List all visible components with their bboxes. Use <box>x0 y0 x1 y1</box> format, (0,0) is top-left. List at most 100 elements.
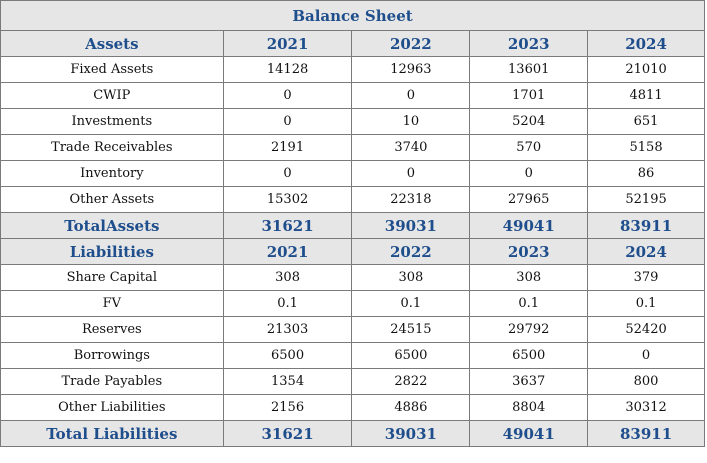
year-value-cell: 30312 <box>587 394 705 421</box>
table-row: Reserves 21303 24515 29792 52420 <box>0 316 705 343</box>
year-value-cell: 308 <box>222 264 353 291</box>
liabilities-header-row: Liabilities 2021 2022 2023 2024 <box>0 238 705 265</box>
year-value-cell: 3637 <box>469 368 589 395</box>
year-value-cell: 31621 <box>222 212 353 239</box>
year-value-cell: 3740 <box>351 134 471 161</box>
year-value-cell: 12963 <box>351 56 471 83</box>
table-row: Investments 0 10 5204 651 <box>0 108 705 135</box>
year-value-cell: 2822 <box>351 368 471 395</box>
row-label: FV <box>0 290 224 317</box>
year-value-cell: 27965 <box>469 186 589 213</box>
year-value-cell: 5158 <box>587 134 705 161</box>
year-value-cell: 8804 <box>469 394 589 421</box>
year-value-cell: 29792 <box>469 316 589 343</box>
year-value-cell: 2191 <box>222 134 353 161</box>
year-value-cell: 1701 <box>469 82 589 109</box>
year-value-cell: 0.1 <box>222 290 353 317</box>
row-label: Other Liabilities <box>0 394 224 421</box>
year-value-cell: 2021 <box>222 30 353 57</box>
year-value-cell: 379 <box>587 264 705 291</box>
year-value-cell: 5204 <box>469 108 589 135</box>
table-row: Inventory 0 0 0 86 <box>0 160 705 187</box>
row-label: Share Capital <box>0 264 224 291</box>
year-value-cell: 31621 <box>222 420 353 447</box>
year-value-cell: 2023 <box>469 30 589 57</box>
year-value-cell: 10 <box>351 108 471 135</box>
table-row: CWIP 0 0 1701 4811 <box>0 82 705 109</box>
year-value-cell: 0 <box>351 160 471 187</box>
year-value-cell: 2022 <box>351 30 471 57</box>
row-label: Fixed Assets <box>0 56 224 83</box>
year-value-cell: 52195 <box>587 186 705 213</box>
year-value-cell: 800 <box>587 368 705 395</box>
table-row: Other Liabilities 2156 4886 8804 30312 <box>0 394 705 421</box>
year-value-cell: 6500 <box>222 342 353 369</box>
year-value-cell: 2024 <box>587 238 705 265</box>
year-value-cell: 14128 <box>222 56 353 83</box>
table-row: Other Assets 15302 22318 27965 52195 <box>0 186 705 213</box>
row-label: Trade Receivables <box>0 134 224 161</box>
year-value-cell: 4886 <box>351 394 471 421</box>
table-row: Trade Receivables 2191 3740 570 5158 <box>0 134 705 161</box>
year-value-cell: 24515 <box>351 316 471 343</box>
year-value-cell: 52420 <box>587 316 705 343</box>
title-row: Balance Sheet <box>0 0 705 31</box>
year-value-cell: 2023 <box>469 238 589 265</box>
row-label: Liabilities <box>0 238 224 265</box>
table-row: Trade Payables 1354 2822 3637 800 <box>0 368 705 395</box>
year-value-cell: 22318 <box>351 186 471 213</box>
year-value-cell: 39031 <box>351 212 471 239</box>
year-value-cell: 6500 <box>351 342 471 369</box>
row-label: Investments <box>0 108 224 135</box>
row-label: Trade Payables <box>0 368 224 395</box>
row-label: CWIP <box>0 82 224 109</box>
balance-sheet-body: Balance Sheet Assets 2021 2022 2023 2024 Fixe… <box>0 0 705 447</box>
year-value-cell: 0.1 <box>351 290 471 317</box>
assets-total-row: TotalAssets 31621 39031 49041 83911 <box>0 212 705 239</box>
row-label: TotalAssets <box>0 212 224 239</box>
year-value-cell: 651 <box>587 108 705 135</box>
row-label: Assets <box>0 30 224 57</box>
year-value-cell: 49041 <box>469 420 589 447</box>
assets-header-row: Assets 2021 2022 2023 2024 <box>0 30 705 57</box>
table-title: Balance Sheet <box>0 0 705 31</box>
year-value-cell: 308 <box>469 264 589 291</box>
row-label: Inventory <box>0 160 224 187</box>
row-label: Total Liabilities <box>0 420 224 447</box>
year-value-cell: 308 <box>351 264 471 291</box>
year-value-cell: 0 <box>351 82 471 109</box>
year-value-cell: 21303 <box>222 316 353 343</box>
year-value-cell: 2022 <box>351 238 471 265</box>
table-row: Share Capital 308 308 308 379 <box>0 264 705 291</box>
year-value-cell: 0 <box>222 82 353 109</box>
year-value-cell: 2156 <box>222 394 353 421</box>
year-value-cell: 0.1 <box>469 290 589 317</box>
year-value-cell: 21010 <box>587 56 705 83</box>
table-row: FV 0.1 0.1 0.1 0.1 <box>0 290 705 317</box>
year-value-cell: 86 <box>587 160 705 187</box>
row-label: Reserves <box>0 316 224 343</box>
year-value-cell: 0 <box>222 108 353 135</box>
year-value-cell: 49041 <box>469 212 589 239</box>
year-value-cell: 4811 <box>587 82 705 109</box>
year-value-cell: 6500 <box>469 342 589 369</box>
balance-sheet-table: Balance Sheet Assets 2021 2022 2023 2024 Fixe… <box>0 0 705 447</box>
year-value-cell: 570 <box>469 134 589 161</box>
table-row: Borrowings 6500 6500 6500 0 <box>0 342 705 369</box>
year-value-cell: 83911 <box>587 212 705 239</box>
year-value-cell: 2024 <box>587 30 705 57</box>
year-value-cell: 39031 <box>351 420 471 447</box>
year-value-cell: 2021 <box>222 238 353 265</box>
year-value-cell: 15302 <box>222 186 353 213</box>
year-value-cell: 0 <box>587 342 705 369</box>
year-value-cell: 0 <box>222 160 353 187</box>
year-value-cell: 0 <box>469 160 589 187</box>
table-row: Fixed Assets 14128 12963 13601 21010 <box>0 56 705 83</box>
row-label: Borrowings <box>0 342 224 369</box>
year-value-cell: 13601 <box>469 56 589 83</box>
year-value-cell: 1354 <box>222 368 353 395</box>
liabilities-total-row: Total Liabilities 31621 39031 49041 83911 <box>0 420 705 447</box>
row-label: Other Assets <box>0 186 224 213</box>
year-value-cell: 83911 <box>587 420 705 447</box>
year-value-cell: 0.1 <box>587 290 705 317</box>
